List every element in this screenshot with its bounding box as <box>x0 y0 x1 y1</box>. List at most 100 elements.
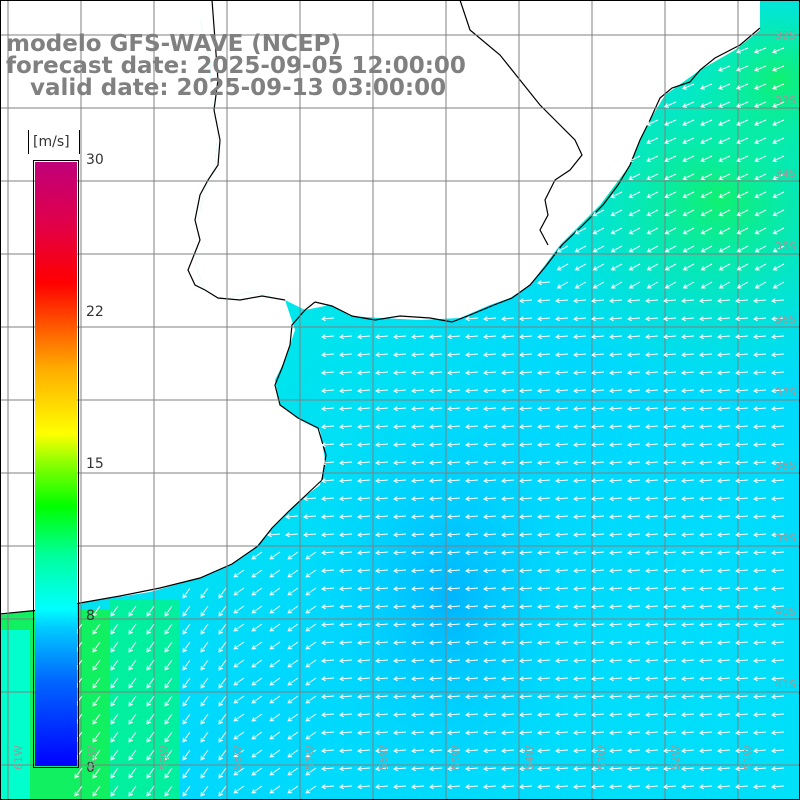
wind-arrow-head <box>164 791 169 797</box>
wind-arrow-head <box>663 514 668 520</box>
wind-arrow-head <box>718 139 724 144</box>
wind-arrow <box>394 335 407 338</box>
wind-arrow <box>128 659 137 671</box>
wind-arrow-head <box>663 424 668 430</box>
wind-arrow <box>592 695 605 698</box>
wind-arrow <box>646 533 659 536</box>
wind-arrow-head <box>699 658 704 664</box>
wind-arrow <box>755 263 767 271</box>
wind-arrow <box>322 533 335 536</box>
wind-arrow <box>628 353 641 356</box>
wind-arrow-head <box>357 496 362 502</box>
wind-arrow-head <box>519 640 524 646</box>
wind-arrow <box>520 479 533 482</box>
wind-arrow-head <box>753 442 758 448</box>
wind-arrow <box>665 281 677 289</box>
wind-arrow <box>448 569 461 572</box>
lat-label: 35S <box>775 240 796 253</box>
wind-arrow <box>683 209 695 216</box>
wind-arrow <box>200 605 209 617</box>
wind-arrow-head <box>92 629 97 635</box>
wind-arrow <box>484 461 497 464</box>
wind-arrow-head <box>501 514 506 520</box>
wind-arrow <box>592 317 605 320</box>
wind-arrow-head <box>465 748 470 754</box>
wind-arrow <box>574 659 587 662</box>
wind-arrow-head <box>771 766 776 772</box>
wind-arrow-head <box>609 748 614 754</box>
wind-arrow-head <box>447 568 452 574</box>
wind-arrow-head <box>321 640 326 646</box>
wind-arrow <box>574 335 587 338</box>
wind-arrow-head <box>375 766 380 772</box>
wind-arrow-head <box>429 748 434 754</box>
wind-arrow <box>164 785 173 797</box>
wind-arrow <box>200 695 209 707</box>
wind-arrow <box>736 389 749 392</box>
wind-arrow <box>628 389 641 392</box>
wind-arrow-head <box>771 622 776 628</box>
wind-arrow <box>538 461 551 464</box>
wind-arrow-head <box>591 622 596 628</box>
wind-arrow-head <box>429 550 434 556</box>
wind-arrow-head <box>110 611 115 617</box>
wind-arrow <box>628 461 641 464</box>
wind-arrow <box>628 569 641 572</box>
wind-arrow <box>376 533 389 536</box>
wind-arrow-head <box>591 766 596 772</box>
wind-arrow-head <box>645 730 650 736</box>
wind-arrow-head <box>429 712 434 718</box>
wind-arrow <box>664 713 677 716</box>
wind-arrow <box>251 749 263 758</box>
wind-arrow <box>592 389 605 392</box>
wind-arrow-head <box>754 67 759 72</box>
wind-arrow <box>200 749 209 761</box>
wind-arrow <box>718 299 731 302</box>
wind-arrow <box>772 83 785 90</box>
wind-arrow-head <box>357 370 362 376</box>
wind-arrow-head <box>447 694 452 700</box>
wind-arrow-head <box>627 748 632 754</box>
wind-arrow <box>430 767 443 770</box>
wind-arrow <box>664 767 677 770</box>
wind-arrow-head <box>573 370 578 376</box>
wind-arrow <box>664 119 677 126</box>
wind-arrow-head <box>164 647 169 653</box>
wind-arrow-head <box>681 424 686 430</box>
wind-arrow-head <box>699 478 704 484</box>
wind-arrow-head <box>574 229 580 235</box>
wind-arrow-head <box>717 298 722 304</box>
wind-arrow-head <box>700 175 706 181</box>
wind-arrow-head <box>393 694 398 700</box>
wind-arrow-head <box>753 406 758 412</box>
wind-arrow-head <box>699 784 704 790</box>
wind-arrow <box>736 65 749 71</box>
wind-arrow <box>628 317 641 320</box>
wind-arrow <box>218 785 227 797</box>
wind-arrow <box>305 695 317 704</box>
wind-arrow <box>574 551 587 554</box>
wind-arrow-head <box>411 586 416 592</box>
wind-arrow-head <box>411 460 416 466</box>
wind-arrow <box>736 731 749 734</box>
wind-arrow-head <box>519 568 524 574</box>
wind-arrow <box>322 317 335 320</box>
wind-arrow-head <box>717 586 722 592</box>
wind-arrow-head <box>627 406 632 412</box>
wind-arrow-head <box>591 316 596 322</box>
wind-arrow <box>736 587 749 590</box>
wind-arrow <box>322 551 335 554</box>
wind-arrow-head <box>735 622 740 628</box>
wind-arrow <box>772 137 785 144</box>
wind-arrow-head <box>74 791 79 797</box>
wind-arrow <box>305 731 317 740</box>
wind-arrow <box>92 767 101 779</box>
wind-arrow <box>358 695 371 698</box>
wind-arrow <box>502 335 515 338</box>
wind-arrow <box>322 731 335 734</box>
wind-arrow <box>719 281 731 289</box>
wind-arrow-head <box>645 568 650 574</box>
wind-arrow-head <box>429 568 434 574</box>
wind-arrow <box>251 659 263 668</box>
wind-arrow-head <box>537 604 542 610</box>
